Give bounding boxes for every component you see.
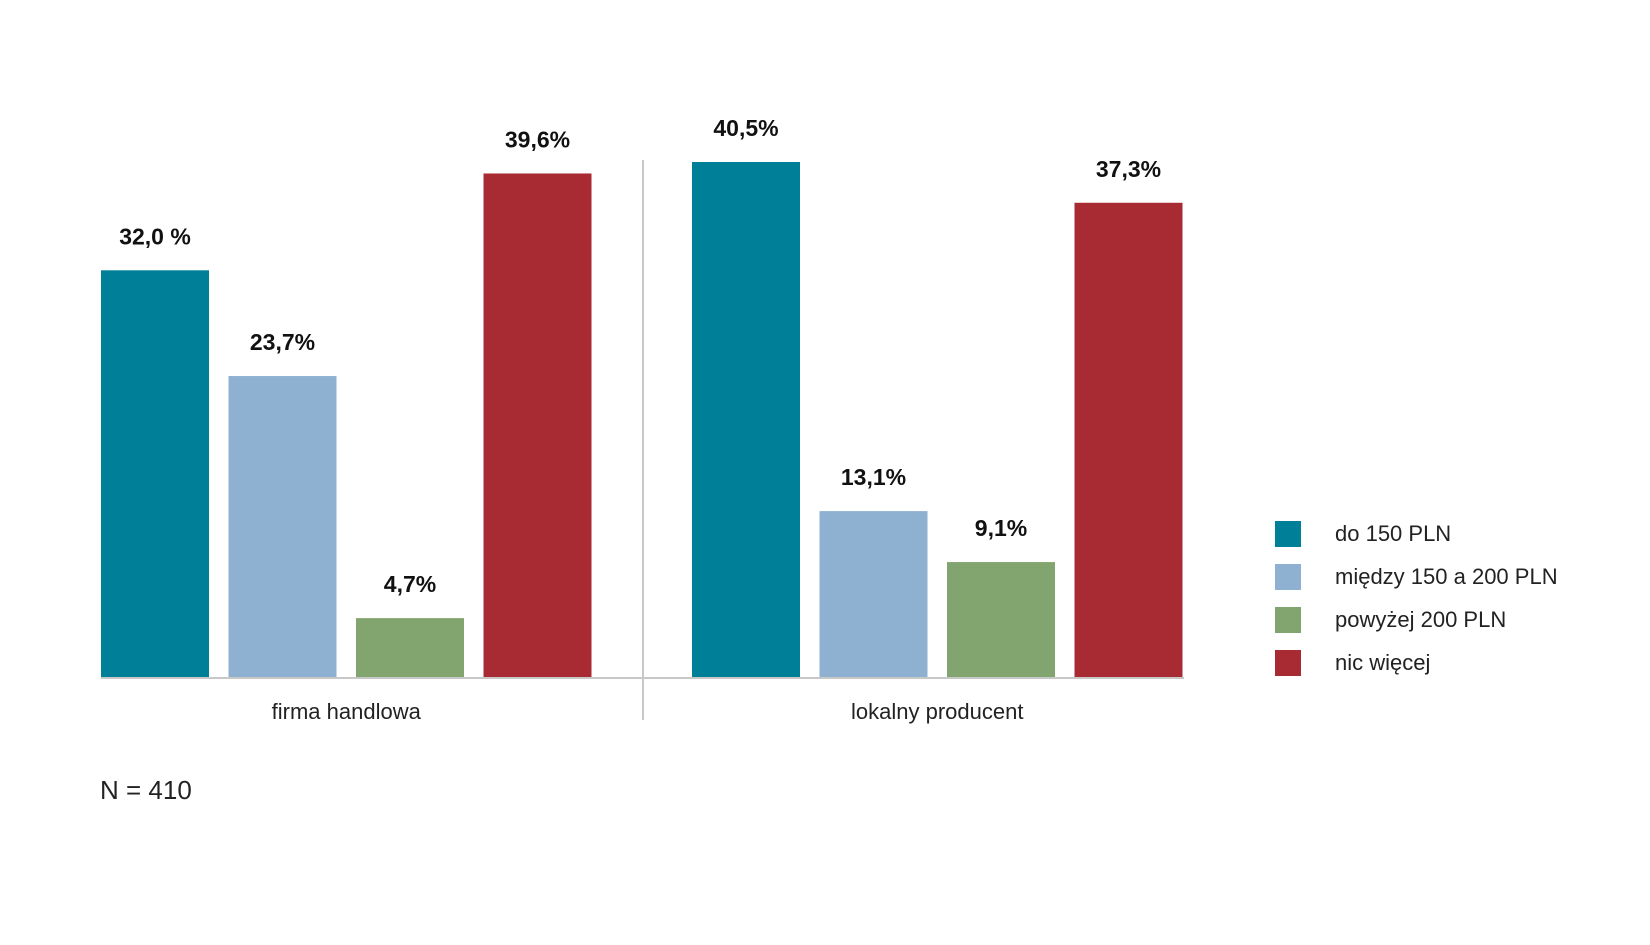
value-label-1-1: 32,0 % xyxy=(119,223,191,249)
bar-1-1 xyxy=(101,270,209,678)
value-label-1-3: 4,7% xyxy=(384,571,436,597)
bars-group xyxy=(101,162,1183,678)
legend-swatch-4 xyxy=(1275,650,1301,676)
legend-label-2: między 150 a 200 PLN xyxy=(1335,564,1558,589)
value-label-2-4: 37,3% xyxy=(1096,156,1161,182)
category-label-1: firma handlowa xyxy=(272,699,422,724)
value-label-1-2: 23,7% xyxy=(250,329,315,355)
legend-label-1: do 150 PLN xyxy=(1335,521,1451,546)
bar-2-3 xyxy=(947,562,1055,678)
bar-2-1 xyxy=(692,162,800,678)
bar-2-4 xyxy=(1074,202,1183,678)
value-label-2-2: 13,1% xyxy=(841,464,906,490)
category-label-2: lokalny producent xyxy=(851,699,1023,724)
legend-swatch-1 xyxy=(1275,521,1301,547)
legend-swatch-2 xyxy=(1275,564,1301,590)
sample-size-note: N = 410 xyxy=(100,775,192,805)
category-labels-group: firma handlowa lokalny producent xyxy=(272,699,1024,724)
bar-1-4 xyxy=(483,173,592,678)
bar-2-2 xyxy=(819,511,928,678)
value-label-2-3: 9,1% xyxy=(975,515,1027,541)
legend-swatch-3 xyxy=(1275,607,1301,633)
value-labels-group: 32,0 % 23,7% 4,7% 39,6% 40,5% 13,1% 9,1% 37,3% xyxy=(119,115,1161,597)
legend-label-4: nic więcej xyxy=(1335,650,1430,675)
bar-1-3 xyxy=(356,618,464,678)
value-label-1-4: 39,6% xyxy=(505,126,570,152)
value-label-2-1: 40,5% xyxy=(713,115,778,141)
legend: do 150 PLN między 150 a 200 PLN powyżej 20… xyxy=(1275,521,1558,676)
bar-1-2 xyxy=(228,376,337,678)
legend-label-3: powyżej 200 PLN xyxy=(1335,607,1506,632)
